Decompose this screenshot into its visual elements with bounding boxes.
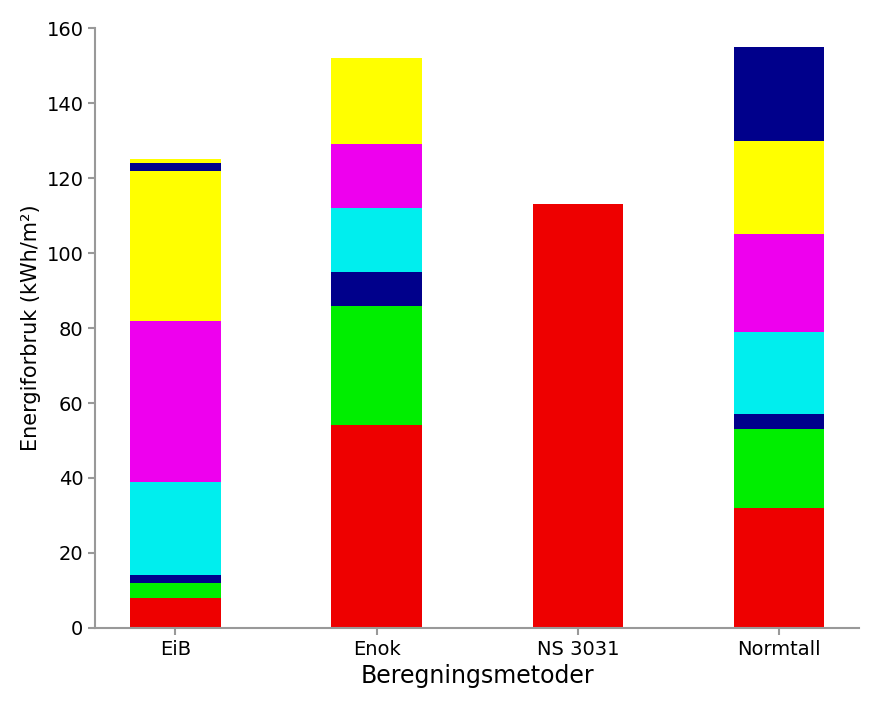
Y-axis label: Energiforbruk (kWh/m²): Energiforbruk (kWh/m²) bbox=[21, 205, 40, 452]
Bar bbox=[734, 429, 825, 508]
Bar bbox=[734, 414, 825, 429]
Bar bbox=[734, 140, 825, 235]
Bar bbox=[331, 145, 422, 208]
Bar bbox=[532, 204, 623, 627]
X-axis label: Beregningsmetoder: Beregningsmetoder bbox=[361, 664, 594, 688]
Bar bbox=[331, 272, 422, 306]
Bar bbox=[734, 508, 825, 627]
Bar bbox=[734, 47, 825, 140]
Bar bbox=[331, 208, 422, 272]
Bar bbox=[734, 332, 825, 414]
Bar bbox=[130, 583, 221, 598]
Bar bbox=[130, 481, 221, 575]
Bar bbox=[130, 598, 221, 627]
Bar bbox=[130, 320, 221, 481]
Bar bbox=[331, 58, 422, 145]
Bar bbox=[331, 425, 422, 627]
Bar bbox=[734, 235, 825, 332]
Bar bbox=[130, 160, 221, 163]
Bar bbox=[130, 575, 221, 583]
Bar bbox=[130, 171, 221, 320]
Bar bbox=[331, 306, 422, 425]
Bar bbox=[130, 163, 221, 171]
